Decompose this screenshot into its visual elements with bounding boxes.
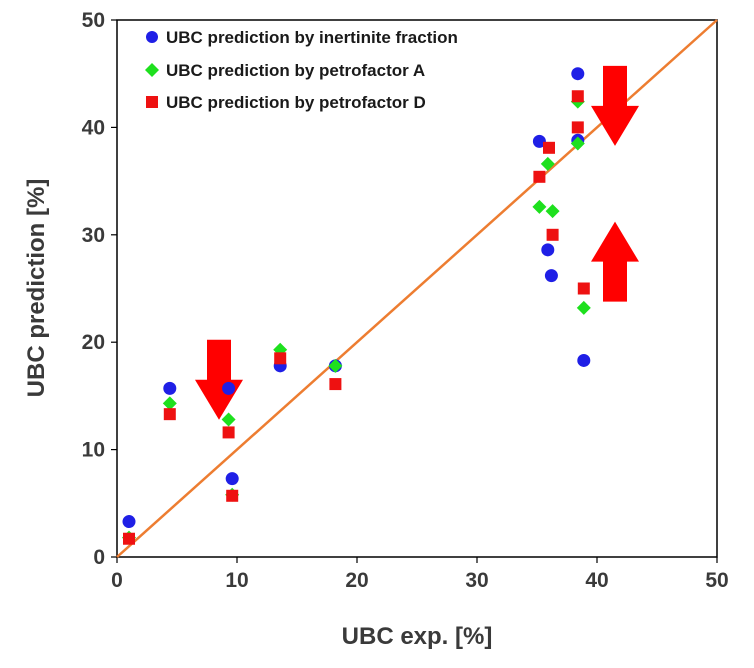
legend-label-petrofactor-d: UBC prediction by petrofactor D — [166, 93, 426, 112]
legend-label-petrofactor-a: UBC prediction by petrofactor A — [166, 61, 425, 80]
legend-marker-inertinite — [146, 31, 158, 43]
axis-ticks: 0 10 20 30 40 50 0 10 20 30 40 50 — [82, 9, 729, 592]
point-petrofactor-d — [533, 170, 546, 183]
point-petrofactor-a — [221, 412, 236, 427]
x-tick-label: 50 — [705, 569, 728, 592]
point-inertinite — [222, 381, 236, 395]
point-inertinite — [122, 515, 136, 529]
legend-marker-petrofactor-a — [145, 63, 159, 77]
legend-label-inertinite: UBC prediction by inertinite fraction — [166, 28, 458, 47]
point-inertinite — [225, 472, 239, 486]
point-inertinite — [163, 381, 177, 395]
y-tick-label: 10 — [82, 439, 105, 462]
y-axis-title: UBC prediction [%] — [23, 179, 50, 398]
arrow-down-icon — [591, 65, 639, 146]
point-petrofactor-a — [162, 396, 177, 411]
annotation-arrows — [195, 65, 639, 420]
point-inertinite — [577, 353, 591, 367]
point-petrofactor-d — [123, 532, 135, 545]
point-inertinite — [571, 67, 585, 81]
point-petrofactor-d — [274, 352, 287, 365]
x-tick-label: 0 — [111, 569, 123, 592]
y-tick-label: 30 — [82, 224, 105, 247]
data-points — [122, 67, 591, 545]
point-petrofactor-d — [329, 378, 342, 391]
point-inertinite — [541, 243, 555, 257]
point-petrofactor-a — [576, 300, 591, 315]
y-tick-label: 40 — [82, 116, 105, 139]
point-petrofactor-d — [163, 408, 176, 421]
point-petrofactor-d — [222, 426, 235, 439]
point-petrofactor-d — [571, 121, 584, 134]
point-petrofactor-d — [546, 228, 559, 241]
point-petrofactor-a — [328, 358, 343, 373]
point-petrofactor-d — [577, 282, 590, 295]
x-tick-label: 40 — [585, 569, 608, 592]
x-axis-title: UBC exp. [%] — [342, 623, 493, 650]
point-petrofactor-d — [543, 141, 555, 154]
point-petrofactor-a — [532, 199, 547, 214]
point-petrofactor-a — [545, 204, 560, 219]
legend: UBC prediction by inertinite fraction UB… — [145, 28, 458, 112]
x-tick-label: 10 — [225, 569, 248, 592]
legend-marker-petrofactor-d — [146, 96, 158, 108]
x-tick-label: 20 — [345, 569, 368, 592]
point-petrofactor-a — [570, 136, 585, 151]
y-tick-label: 50 — [82, 9, 105, 32]
point-petrofactor-d — [571, 90, 584, 103]
point-inertinite — [532, 134, 546, 148]
point-petrofactor-d — [226, 489, 239, 502]
arrow-down-icon — [195, 339, 243, 420]
point-inertinite — [544, 269, 558, 283]
plot-frame — [116, 19, 718, 558]
y-tick-label: 0 — [93, 546, 105, 569]
arrow-up-icon — [591, 221, 639, 302]
y-tick-label: 20 — [82, 331, 105, 354]
x-tick-label: 30 — [465, 569, 488, 592]
point-petrofactor-a — [540, 156, 555, 171]
